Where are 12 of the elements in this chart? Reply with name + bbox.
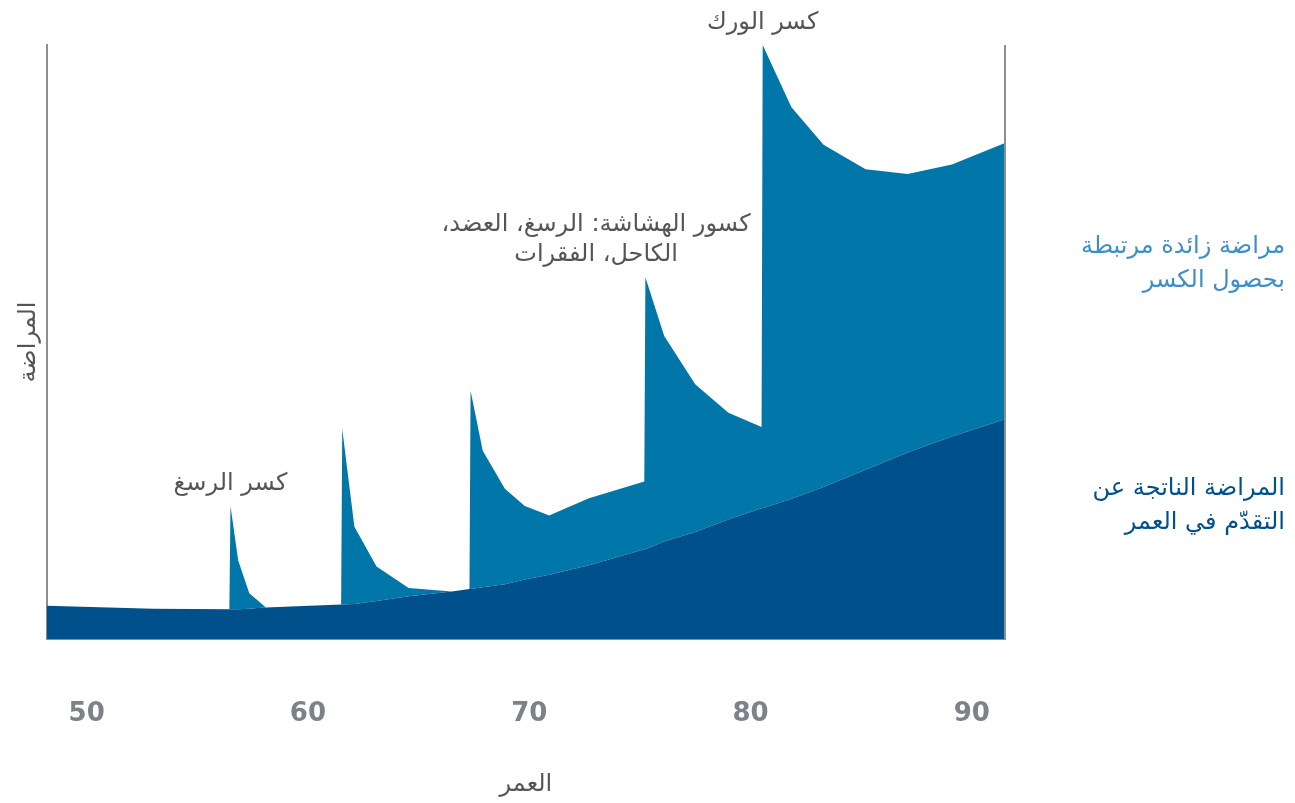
text: مراضة زائدة مرتبطة بحصول الكسر (1080, 230, 1285, 295)
x-tick-label: 70 (511, 697, 548, 728)
x-tick-label: 90 (953, 697, 990, 728)
annotation: كسر الرسغ (173, 468, 288, 497)
text: المراضة الناتجة عن التقدّم في العمر (1091, 472, 1285, 537)
y-axis-title: المراضة (12, 301, 41, 383)
annotation: كسور الهشاشة: الرسغ، العضد، الكاحل، الفقرات (441, 209, 752, 268)
x-tick-label: 80 (732, 697, 769, 728)
annotation: كسر الورك (706, 7, 819, 36)
x-tick-label: 60 (289, 697, 327, 728)
x-axis-title: العمر (498, 768, 553, 797)
x-tick-label: 50 (68, 697, 105, 728)
